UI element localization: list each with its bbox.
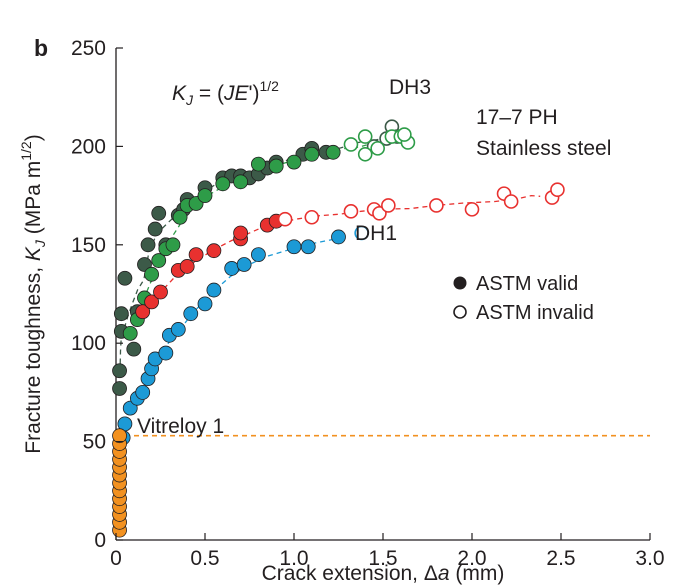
x-tick-label: 2.5 <box>546 547 575 570</box>
data-point-valid <box>250 156 266 172</box>
y-axis-ticks: 0 50 100 150 200 250 <box>71 37 123 552</box>
data-point-valid <box>215 176 231 192</box>
data-point-invalid <box>343 204 359 219</box>
data-point-valid <box>147 221 163 237</box>
data-point-valid <box>165 237 181 253</box>
data-point-invalid <box>354 225 369 241</box>
data-point-invalid <box>464 202 480 217</box>
data-point-valid <box>286 154 302 170</box>
data-point-valid <box>158 345 174 361</box>
x-tick-label: 0.5 <box>190 547 219 570</box>
data-point-valid <box>236 257 252 272</box>
label-dh1: DH1 <box>355 222 397 245</box>
data-point-invalid <box>370 141 385 156</box>
data-point-valid <box>286 239 302 255</box>
data-point-valid <box>179 259 195 274</box>
y-tick-label: 50 <box>83 431 106 454</box>
data-point-valid <box>188 247 204 263</box>
data-point-valid <box>304 146 320 162</box>
data-point-valid <box>206 282 222 298</box>
x-tick-label: 1.0 <box>279 547 308 570</box>
data-point-valid <box>140 237 156 253</box>
data-point-valid <box>126 341 142 357</box>
data-point-valid <box>112 363 127 379</box>
data-point-valid <box>112 428 127 444</box>
data-points <box>112 119 565 538</box>
data-point-valid <box>250 247 266 263</box>
data-point-invalid <box>277 211 293 227</box>
x-tick-label: 0 <box>110 547 122 570</box>
data-point-valid <box>325 144 341 160</box>
data-point-valid <box>233 225 249 241</box>
data-point-invalid <box>550 182 565 197</box>
data-point-invalid <box>304 209 320 225</box>
data-point-valid <box>112 381 127 396</box>
legend-open-marker <box>453 305 467 319</box>
data-point-invalid <box>381 198 396 213</box>
plot-area <box>112 48 650 541</box>
legend-invalid-label: ASTM invalid <box>476 302 594 324</box>
data-point-valid <box>268 158 284 174</box>
data-point-invalid <box>397 127 412 142</box>
legend-valid-label: ASTM valid <box>476 273 578 295</box>
panel-label: b <box>34 35 48 61</box>
label-17-7ph: 17–7 PH <box>476 106 558 129</box>
y-tick-label: 250 <box>71 37 106 60</box>
data-point-valid <box>117 270 133 286</box>
x-tick-label: 1.5 <box>368 547 397 570</box>
data-point-valid <box>135 384 151 400</box>
data-point-valid <box>233 174 249 190</box>
y-tick-label: 100 <box>71 332 106 355</box>
data-point-valid <box>135 304 151 320</box>
label-stainless-steel: Stainless steel <box>476 137 611 160</box>
data-point-valid <box>122 325 138 341</box>
data-point-valid <box>113 306 129 322</box>
data-point-valid <box>331 229 346 245</box>
x-axis-ticks: 0 0.5 1.0 1.5 2.0 2.5 3.0 <box>110 533 665 570</box>
data-point-valid <box>170 322 186 337</box>
x-tick-label: 3.0 <box>635 547 664 570</box>
legend: ASTM valid ASTM invalid <box>453 273 594 324</box>
data-point-valid <box>144 294 160 310</box>
data-point-invalid <box>503 194 519 209</box>
fit-curve <box>151 194 541 303</box>
data-point-valid <box>197 188 213 204</box>
formula-annotation: KJ = (JE')1/2 <box>172 78 279 108</box>
y-tick-label: 0 <box>94 529 106 552</box>
y-axis-title: Fracture toughness, KJ (MPa m1/2) <box>18 134 48 453</box>
data-point-invalid <box>357 129 373 144</box>
legend-filled-marker <box>453 276 467 290</box>
data-point-invalid <box>343 137 359 152</box>
data-point-valid <box>151 205 167 221</box>
y-tick-label: 200 <box>71 135 106 158</box>
x-axis-title: Crack extension, Δa (mm) <box>262 562 505 585</box>
y-tick-label: 150 <box>71 234 106 257</box>
data-point-invalid <box>357 146 373 162</box>
x-tick-label: 2.0 <box>457 547 486 570</box>
data-point-valid <box>197 296 213 312</box>
data-point-valid <box>224 261 240 276</box>
data-point-valid <box>151 253 167 268</box>
data-point-valid <box>206 243 222 259</box>
data-point-valid <box>300 239 316 255</box>
label-vitreloy-1: Vitreloy 1 <box>137 415 224 438</box>
label-dh3: DH3 <box>389 76 431 99</box>
data-point-valid <box>172 209 188 225</box>
data-point-valid <box>144 266 160 282</box>
data-point-valid <box>153 284 168 300</box>
data-point-valid <box>183 306 199 322</box>
data-point-invalid <box>429 198 444 213</box>
